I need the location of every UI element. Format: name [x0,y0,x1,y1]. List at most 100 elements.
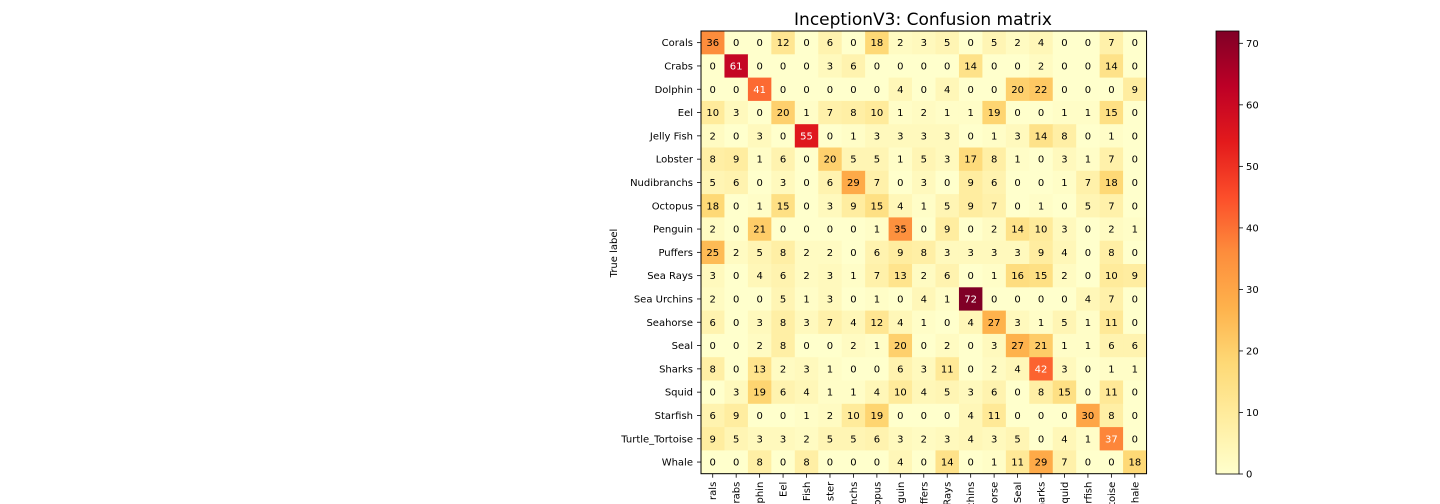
x-tick-label: ranchs [849,482,860,504]
heatmap-cell [1052,264,1077,288]
heatmap-cell [935,333,960,358]
heatmap-cell [771,124,796,148]
cell-value-label: 0 [827,458,833,469]
heatmap-cell [1005,264,1030,288]
cell-value-label: 0 [1132,318,1138,329]
cell-value-label: 0 [921,85,927,96]
cell-value-label: 29 [847,178,860,189]
cell-value-label: 4 [803,388,809,399]
heatmap-cell [771,287,796,311]
cell-value-label: 10 [1105,271,1118,282]
x-tick-label: rfish [1083,482,1094,504]
cell-value-label: 0 [874,85,880,96]
heatmap-cell [912,124,936,148]
cell-value-label: 8 [1108,248,1114,259]
heatmap-cell [1052,450,1077,475]
cell-value-label: 0 [733,294,739,305]
column-labels: rals rabs lphin Eel Fish ster ranchs opus guin ff… [708,473,1141,504]
cell-value-label: 0 [921,341,927,352]
heatmap-cell [724,427,749,451]
cell-value-label: 8 [780,248,786,259]
heatmap-cell [794,31,819,55]
heatmap-cell [1099,450,1124,475]
heatmap-cell [935,217,960,242]
heatmap-cell [1005,124,1030,148]
heatmap-cell [1076,31,1101,55]
cell-value-label: 5 [921,155,927,166]
heatmap-cell [982,450,1007,475]
heatmap-cell [1029,170,1054,195]
heatmap-cell [935,124,960,148]
cell-value-label: 0 [733,341,739,352]
heatmap-cell [958,31,983,55]
y-tick-label: Dolphin [655,85,693,96]
cell-value-label: 6 [710,318,716,329]
cell-value-label: 0 [1014,294,1020,305]
heatmap-cell [724,31,749,55]
heatmap-cell [865,450,889,475]
heatmap-cell [935,100,960,125]
cell-value-label: 0 [827,85,833,96]
cell-value-label: 21 [753,225,766,236]
cell-value-label: 1 [1108,131,1114,142]
cell-value-label: 19 [988,108,1001,119]
heatmap-cell [841,310,866,335]
cell-value-label: 0 [1085,85,1091,96]
heatmap-cell [724,357,749,381]
cell-value-label: 0 [803,178,809,189]
cell-value-label: 0 [1132,294,1138,305]
heatmap-cell [888,31,913,55]
heatmap-cell [1029,264,1054,288]
cell-value-label: 3 [1014,248,1020,259]
cell-value-label: 1 [944,294,950,305]
heatmap-cell [818,310,843,335]
heatmap-cell [935,450,960,475]
cell-value-label: 2 [710,294,716,305]
heatmap-cell [701,287,725,311]
heatmap-cell [1005,147,1030,172]
cell-value-label: 3 [897,131,903,142]
colorbar-tick-label: 50 [1246,162,1259,173]
heatmap-cell [935,264,960,288]
heatmap-cell [747,403,772,428]
heatmap-cell [1005,170,1030,195]
cell-value-label: 9 [1132,271,1138,282]
cell-value-label: 5 [710,178,716,189]
cell-value-label: 3 [921,131,927,142]
y-tick-label: Starfish [655,411,693,422]
cell-value-label: 7 [1061,458,1067,469]
heatmap-cell [841,357,866,381]
cell-value-label: 2 [733,248,739,259]
cell-value-label: 0 [710,458,716,469]
heatmap-cell [747,427,772,451]
cell-value-label: 5 [850,155,856,166]
x-tick-label: hale [1130,482,1141,503]
heatmap-cell [841,54,866,78]
cell-value-label: 6 [827,178,833,189]
cell-value-label: 0 [1014,108,1020,119]
heatmap-cell [1099,54,1124,78]
cell-value-label: 3 [803,318,809,329]
cell-value-label: 4 [1014,364,1020,375]
heatmap-cell [1123,147,1147,172]
heatmap-cell [818,357,843,381]
cell-value-label: 1 [803,294,809,305]
heatmap-cell [841,194,866,218]
cell-value-label: 0 [1014,388,1020,399]
cell-value-label: 19 [871,411,884,422]
cell-value-label: 8 [803,458,809,469]
heatmap-cell [935,357,960,381]
heatmap-cell [818,450,843,475]
heatmap-cell [794,100,819,125]
cell-value-label: 3 [827,294,833,305]
cell-value-label: 17 [964,155,977,166]
cell-value-label: 9 [1132,85,1138,96]
heatmap-cell [982,170,1007,195]
heatmap-cell [747,170,772,195]
cell-value-label: 9 [897,248,903,259]
cell-value-label: 8 [921,248,927,259]
heatmap-cell [701,357,725,381]
heatmap-cell [1005,240,1030,265]
cell-value-label: 0 [827,225,833,236]
heatmap-cell [747,124,772,148]
